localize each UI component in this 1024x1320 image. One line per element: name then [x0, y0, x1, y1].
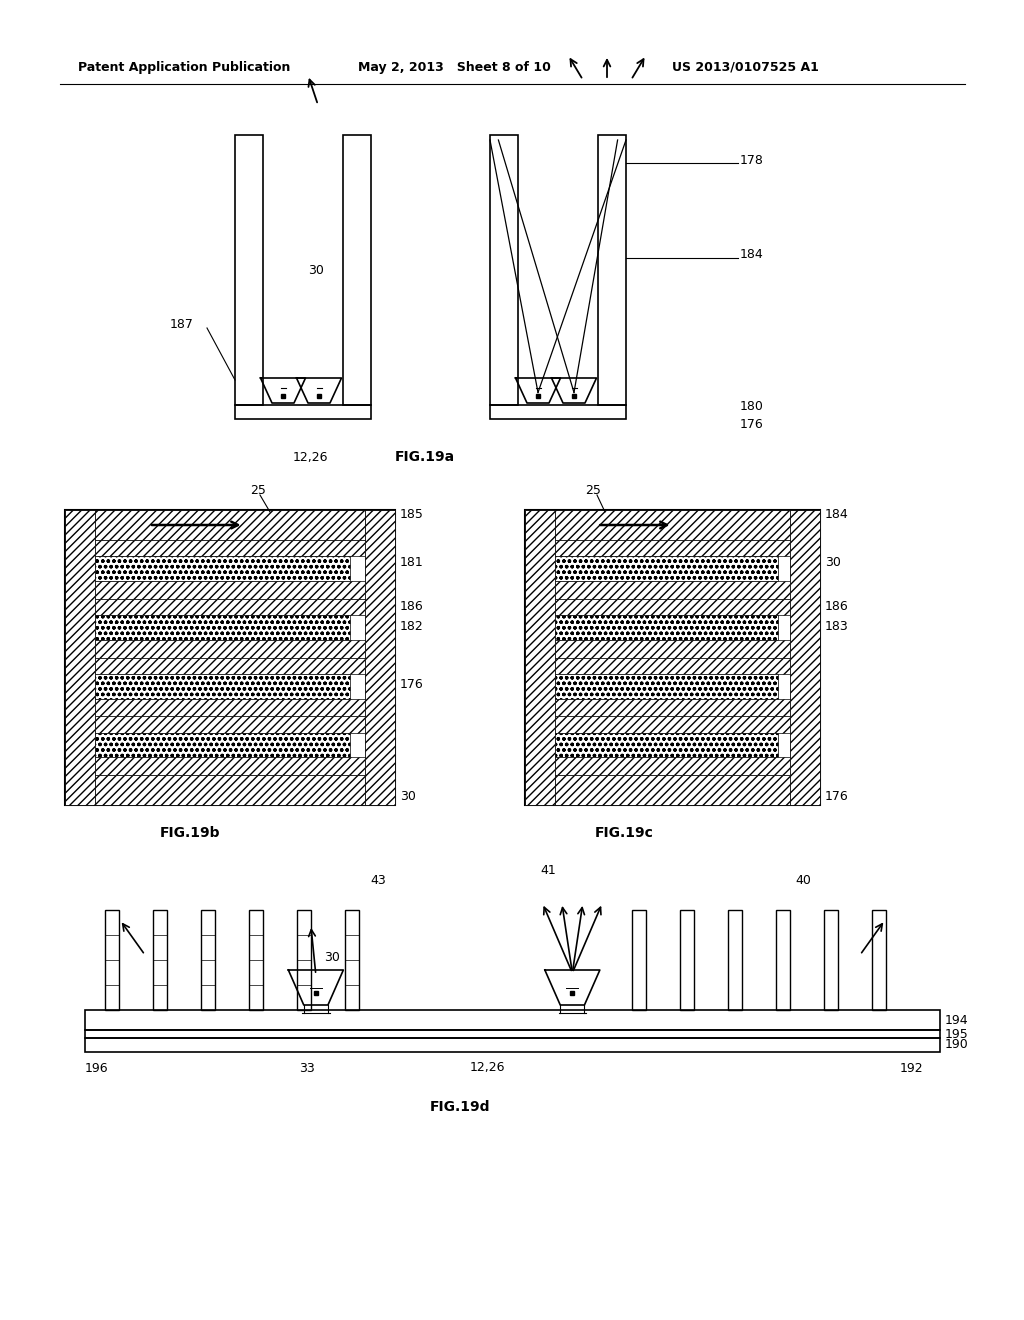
Bar: [95, 733, 350, 758]
Text: 30: 30: [400, 791, 416, 804]
Text: 190: 190: [945, 1039, 969, 1052]
Text: 187: 187: [170, 318, 194, 331]
Bar: [598, 135, 626, 405]
Text: 40: 40: [795, 874, 811, 887]
Bar: [525, 510, 820, 540]
Text: 176: 176: [740, 417, 764, 430]
Bar: [790, 510, 820, 805]
Text: 12,26: 12,26: [470, 1061, 505, 1074]
Bar: [95, 640, 365, 657]
Bar: [95, 615, 350, 640]
Bar: [525, 510, 820, 805]
Text: 183: 183: [825, 619, 849, 632]
Text: 43: 43: [370, 874, 386, 887]
Bar: [234, 405, 371, 418]
Text: 196: 196: [85, 1061, 109, 1074]
Text: US 2013/0107525 A1: US 2013/0107525 A1: [672, 61, 819, 74]
Bar: [490, 135, 518, 405]
Bar: [680, 909, 694, 1010]
Text: 176: 176: [400, 678, 424, 692]
Text: FIG.19b: FIG.19b: [160, 826, 220, 840]
Bar: [728, 909, 742, 1010]
Text: FIG.19a: FIG.19a: [395, 450, 455, 465]
Text: 185: 185: [400, 508, 424, 521]
Bar: [95, 758, 365, 775]
Text: 41: 41: [540, 863, 556, 876]
Bar: [65, 510, 95, 805]
Text: 182: 182: [400, 619, 424, 632]
Bar: [95, 581, 365, 599]
Bar: [95, 675, 350, 698]
Bar: [555, 557, 778, 581]
Text: 30: 30: [825, 556, 841, 569]
Bar: [95, 657, 365, 675]
Bar: [555, 540, 790, 557]
Text: FIG.19d: FIG.19d: [430, 1100, 490, 1114]
Bar: [525, 775, 820, 805]
Text: 195: 195: [945, 1027, 969, 1040]
Bar: [555, 640, 790, 657]
Bar: [343, 135, 371, 405]
Text: 194: 194: [945, 1014, 969, 1027]
Bar: [65, 775, 395, 805]
Bar: [95, 717, 365, 733]
Bar: [555, 581, 790, 599]
Text: 178: 178: [740, 153, 764, 166]
Bar: [525, 510, 555, 805]
Bar: [201, 909, 215, 1010]
Bar: [297, 909, 311, 1010]
Text: Patent Application Publication: Patent Application Publication: [78, 61, 291, 74]
Text: 184: 184: [825, 508, 849, 521]
Bar: [95, 557, 350, 581]
Bar: [65, 510, 395, 540]
Text: 186: 186: [400, 601, 424, 614]
Bar: [345, 909, 359, 1010]
Bar: [555, 758, 790, 775]
Bar: [555, 599, 790, 615]
Bar: [95, 599, 365, 615]
Bar: [490, 405, 626, 418]
Bar: [776, 909, 790, 1010]
Text: 25: 25: [250, 483, 266, 496]
Text: FIG.19c: FIG.19c: [595, 826, 654, 840]
Bar: [555, 698, 790, 717]
Bar: [249, 909, 263, 1010]
Text: 30: 30: [308, 264, 324, 276]
Bar: [85, 1038, 940, 1052]
Text: 25: 25: [585, 483, 601, 496]
Text: 180: 180: [740, 400, 764, 413]
Bar: [555, 717, 790, 733]
Bar: [153, 909, 167, 1010]
Text: 184: 184: [740, 248, 764, 261]
Bar: [555, 657, 790, 675]
Bar: [555, 615, 778, 640]
Bar: [365, 510, 395, 805]
Bar: [85, 1010, 940, 1030]
Text: 186: 186: [825, 601, 849, 614]
Bar: [95, 698, 365, 717]
Text: 33: 33: [299, 1061, 314, 1074]
Bar: [85, 1030, 940, 1038]
Bar: [632, 909, 646, 1010]
Bar: [95, 540, 365, 557]
Text: 30: 30: [324, 950, 340, 964]
Text: 12,26: 12,26: [293, 450, 329, 463]
Text: 176: 176: [825, 791, 849, 804]
Bar: [555, 733, 778, 758]
Bar: [824, 909, 838, 1010]
Text: May 2, 2013   Sheet 8 of 10: May 2, 2013 Sheet 8 of 10: [358, 61, 551, 74]
Bar: [555, 675, 778, 698]
Bar: [872, 909, 886, 1010]
Bar: [234, 135, 263, 405]
Text: 181: 181: [400, 556, 424, 569]
Bar: [65, 510, 395, 805]
Text: 192: 192: [900, 1061, 924, 1074]
Bar: [105, 909, 119, 1010]
